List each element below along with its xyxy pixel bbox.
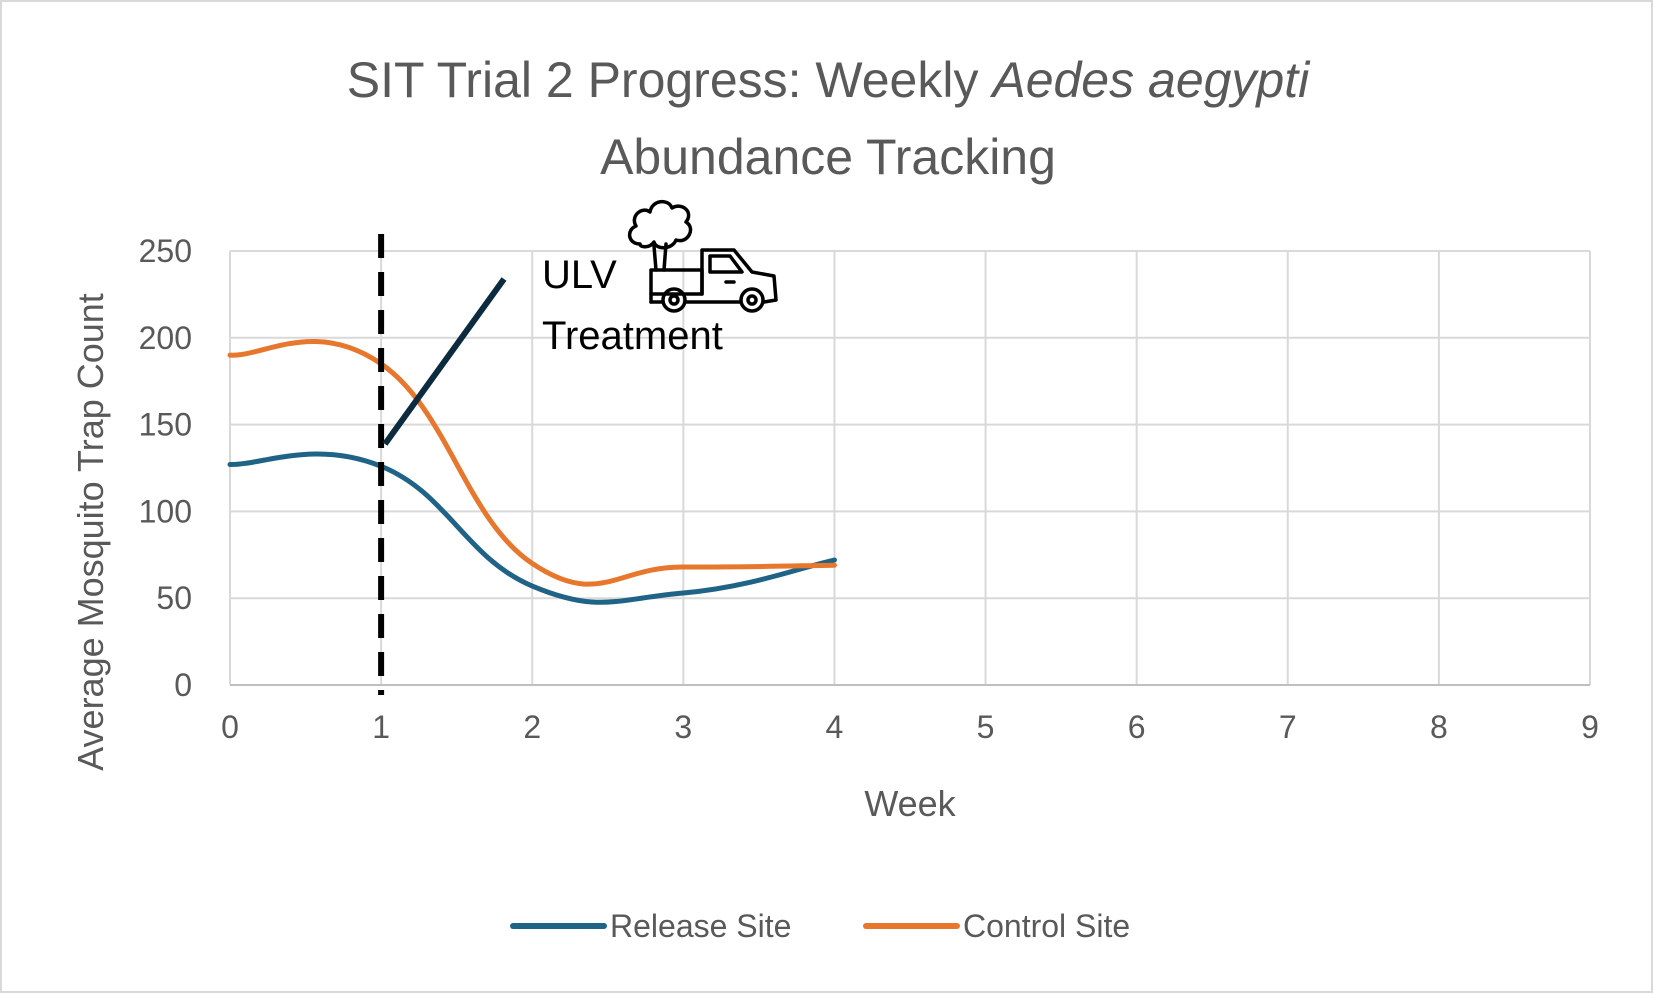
x-tick-label: 9: [1581, 709, 1599, 745]
series-lines: [227, 338, 837, 605]
x-tick-label: 2: [523, 709, 541, 745]
y-tick-labels: 0 50 100 150 200 250: [139, 233, 192, 703]
annotation-label-line2: Treatment: [542, 314, 723, 358]
x-tick-label: 5: [977, 709, 995, 745]
y-tick-label: 100: [139, 493, 192, 529]
y-tick-label: 250: [139, 233, 192, 269]
legend: Release Site Control Site: [510, 908, 1130, 944]
x-tick-label: 8: [1430, 709, 1448, 745]
chart-title-line2: Abundance Tracking: [600, 129, 1056, 185]
x-tick-label: 7: [1279, 709, 1297, 745]
y-tick-label: 0: [174, 667, 192, 703]
series-line-release-site: [227, 451, 837, 605]
chart-title: SIT Trial 2 Progress: Weekly Aedes aegyp…: [347, 52, 1311, 108]
chart-title-italic: Aedes aegypti: [989, 52, 1311, 108]
truck-fogger-icon: [627, 199, 778, 313]
x-tick-label: 0: [221, 709, 239, 745]
y-tick-label: 150: [139, 407, 192, 443]
x-axis-title: Week: [864, 783, 956, 824]
annotation-label-line1: ULV: [542, 253, 617, 297]
series-line-control-site: [227, 338, 837, 587]
chart-title-part1: SIT Trial 2 Progress: Weekly: [347, 52, 993, 108]
y-tick-label: 200: [139, 320, 192, 356]
x-tick-labels: 0 1 2 3 4 5 6 7 8 9: [221, 709, 1599, 745]
legend-label-control-site: Control Site: [963, 908, 1130, 944]
x-tick-label: 4: [826, 709, 844, 745]
x-tick-label: 1: [372, 709, 390, 745]
annotation-pointer-line: [382, 277, 507, 446]
legend-label-release-site: Release Site: [610, 908, 791, 944]
x-tick-label: 6: [1128, 709, 1146, 745]
y-axis-title: Average Mosquito Trap Count: [70, 293, 111, 771]
x-tick-label: 3: [674, 709, 692, 745]
y-tick-label: 50: [156, 580, 192, 616]
gridlines: [229, 250, 1591, 686]
